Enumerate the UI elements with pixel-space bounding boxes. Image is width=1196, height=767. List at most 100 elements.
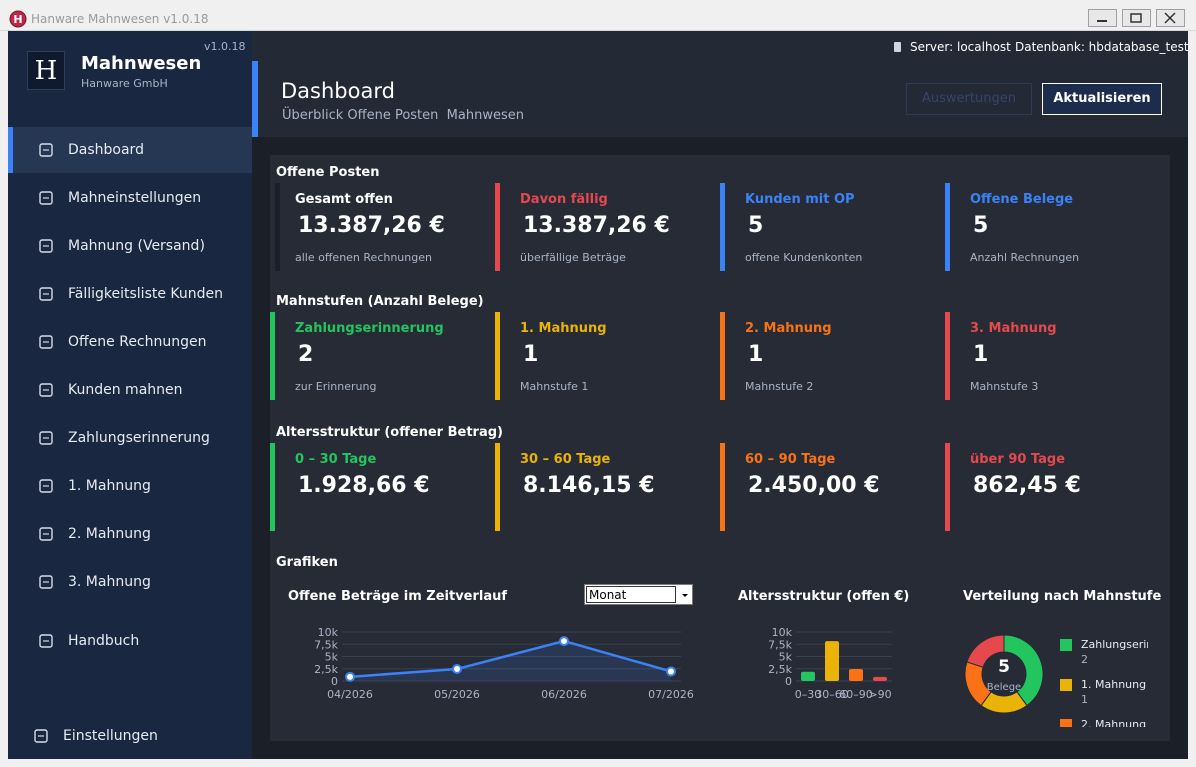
card-accent [945,312,950,400]
y-tick-label: 2,5k [768,663,792,676]
icon [1130,13,1142,23]
nav-item[interactable]: Kunden mahnen [68,382,183,398]
card-value: 1 [523,342,539,367]
card-accent [720,443,725,531]
line-area [350,641,671,681]
bar [801,671,815,681]
title-bar [0,0,1196,31]
nav-item[interactable]: 2. Mahnung [68,526,151,542]
card-value: 862,45 € [973,473,1081,498]
nav-icon [39,383,53,397]
period-select[interactable] [584,584,693,605]
nav-item[interactable]: Dashboard [68,142,144,158]
line-point [345,671,355,682]
button-label[interactable]: Aktualisieren [1053,91,1151,106]
logo-letter: H [34,56,58,86]
database-status: Datenbank: hbdatabase_test [1015,40,1189,54]
legend-swatch [1060,639,1072,651]
window-title: Hanware Mahnwesen v1.0.18 [31,12,209,26]
nav-item[interactable]: 1. Mahnung [68,478,151,494]
y-tick-label: 10k [318,626,339,639]
app-icon-letter: H [13,13,22,26]
card-value: 2.450,00 € [748,473,880,498]
card-value: 5 [973,213,989,238]
icon-shape [39,287,53,301]
section-title: Altersstruktur (offener Betrag) [276,425,503,440]
bar [849,668,863,681]
card-value: 13.387,26 € [523,213,670,238]
nav-icon [34,729,48,743]
card-label: 0 – 30 Tage [295,452,377,467]
button[interactable] [1042,83,1162,115]
y-tick-label: 0 [331,675,338,688]
card-label: 60 – 90 Tage [745,452,836,467]
x-tick-label: >90 [868,688,891,701]
card-label: über 90 Tage [970,452,1066,467]
x-tick-label: 0–30 [795,688,822,701]
x-tick-label: 60–90 [839,688,873,701]
card-note: alle offenen Rechnungen [295,251,432,264]
card-note: zur Erinnerung [295,380,377,393]
app-name: Mahnwesen [81,53,202,74]
nav-icon [39,575,53,589]
nav-item[interactable]: 3. Mahnung [68,574,151,590]
button-label: Auswertungen [922,91,1016,106]
line-point [666,666,676,677]
icon-shape [39,143,53,157]
icon [1164,12,1176,24]
y-tick-label: 0 [785,675,792,688]
card-note: Anzahl Rechnungen [970,251,1080,264]
card-label: Zahlungserinnerung [295,321,444,336]
icon-shape [39,527,53,541]
icon-shape [39,431,53,445]
card-accent [270,312,275,400]
bar [873,676,887,681]
card-accent [270,443,275,531]
legend-label: 1. Mahnung [1081,678,1147,691]
card-accent [495,443,500,531]
nav-active-bar [8,127,13,173]
card-note: Mahnstufe 2 [745,380,814,393]
select-arrow [682,594,688,597]
y-tick-label: 5k [779,651,793,664]
card-label: 30 – 60 Tage [520,452,611,467]
legend-value: 1 [1081,693,1088,706]
card-label: Gesamt offen [295,192,393,207]
period-select-value[interactable]: Monat [589,588,627,602]
chart-title: Offene Beträge im Zeitverlauf [288,589,508,604]
nav-icon [39,634,53,648]
card-note: Mahnstufe 1 [520,380,589,393]
y-tick-label: 7,5k [314,638,338,651]
icon-shape [34,729,48,743]
card-note: Mahnstufe 3 [970,380,1039,393]
line-point [452,663,462,674]
nav-item[interactable]: Fälligkeitsliste Kunden [68,286,224,302]
nav-item[interactable]: Offene Rechnungen [68,334,207,350]
nav-icon [39,239,53,253]
button [906,83,1032,115]
icon-shape [39,479,53,493]
version: v1.0.18 [204,40,246,53]
company: Hanware GmbH [81,77,168,90]
db-icon [894,42,901,52]
nav-item[interactable]: Mahnung (Versand) [68,238,205,254]
page-title: Dashboard [281,79,395,103]
card-value: 2 [298,342,314,367]
nav-item[interactable]: Mahneinstellungen [68,190,202,206]
select-inner[interactable] [586,586,676,603]
donut-center-value: 5 [998,657,1010,677]
y-tick-label: 2,5k [314,663,338,676]
card-value: 8.146,15 € [523,473,655,498]
card-label: 3. Mahnung [970,321,1057,336]
nav-item[interactable]: Handbuch [68,633,140,649]
section-title: Mahnstufen (Anzahl Belege) [276,294,484,309]
nav-item[interactable]: Zahlungserinnerung [68,430,210,446]
card-label: Kunden mit OP [745,192,855,207]
card-label: 1. Mahnung [520,321,607,336]
card-note: überfällige Beträge [520,251,626,264]
card-accent [945,183,950,271]
nav-item[interactable]: Einstellungen [63,728,158,744]
card-accent [275,183,280,271]
x-tick-label: 04/2026 [327,688,373,701]
